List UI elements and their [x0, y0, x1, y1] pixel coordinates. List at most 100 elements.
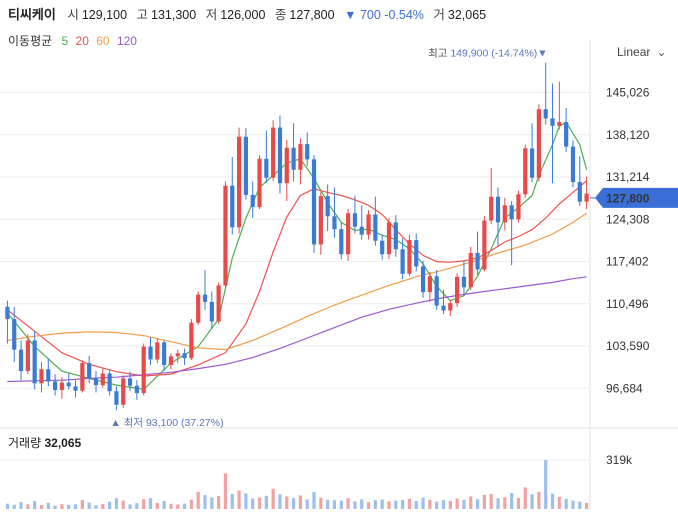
current-price-tag [595, 187, 678, 208]
ma5-legend[interactable]: 5 [61, 34, 69, 48]
open-value: 129,100 [81, 8, 128, 22]
candle-body [475, 252, 480, 270]
candle-body [250, 194, 255, 208]
volume-bar [108, 501, 112, 509]
volume-bar [557, 497, 561, 509]
candle-body [5, 306, 10, 320]
candle-body [277, 127, 283, 184]
volume-bar [523, 487, 527, 509]
volume-bar [394, 500, 398, 509]
y-tick-label: 110,496 [606, 297, 649, 311]
high-label: 고 [136, 8, 149, 22]
volume-bar [380, 499, 384, 509]
moving-average-legend: 이동평균 5 20 60 120 [8, 32, 141, 49]
volume-bar [176, 504, 180, 509]
ma120-line [7, 276, 587, 383]
volume-bar [435, 501, 439, 509]
volume-bar [114, 498, 119, 509]
candle-body [523, 148, 528, 195]
volume-bar [230, 493, 234, 509]
low-label: 저 [205, 8, 218, 22]
candle-body [400, 249, 405, 274]
volume-bar [26, 504, 30, 509]
candle-body [202, 294, 208, 302]
scale-selector[interactable]: Linear ⌄ [617, 45, 666, 59]
candle-body [264, 158, 269, 178]
grid-lines [0, 40, 678, 510]
candle-body [134, 385, 139, 394]
volume-bar [257, 497, 262, 509]
volume-bar [94, 505, 98, 509]
candle-body [155, 342, 160, 360]
candle-body [46, 369, 51, 382]
candle-body [352, 213, 358, 227]
volume-bar [162, 501, 166, 509]
volume-bar [469, 496, 473, 509]
ma60-legend[interactable]: 60 [96, 34, 110, 48]
volume-bar [46, 502, 50, 509]
volume-bar [19, 502, 23, 509]
y-tick-label: 145,026 [606, 86, 650, 100]
volume-bar [550, 493, 555, 509]
volume-bar [169, 503, 173, 509]
volume-bar [516, 497, 521, 509]
ma120-legend[interactable]: 120 [116, 34, 137, 48]
volume-bar [312, 492, 316, 509]
candle-body [141, 346, 146, 394]
candle-body [489, 196, 494, 221]
candle-body [482, 220, 487, 270]
candle-body [509, 205, 514, 220]
candle-body [298, 144, 303, 170]
volume-bar [53, 505, 57, 509]
candle-body [386, 222, 392, 255]
y-tick-label: 131,214 [606, 170, 650, 184]
volume-bar [441, 500, 446, 509]
candle-body [332, 216, 337, 230]
volume-bar [33, 501, 37, 509]
stock-name: 티씨케이 [8, 7, 56, 22]
candle-body [230, 185, 235, 228]
candle-body [236, 136, 242, 228]
volume-bar [496, 498, 500, 509]
candle-body [39, 369, 44, 384]
candle-body [584, 193, 589, 202]
candle-body [550, 118, 555, 126]
volume-bar [462, 499, 466, 509]
volume-bar [482, 494, 486, 509]
candle-body [455, 276, 460, 304]
candle-body [196, 294, 201, 323]
volume-bar [148, 498, 153, 509]
y-tick-label: 103,590 [606, 339, 650, 353]
candle-body [420, 266, 426, 293]
candle-body [175, 353, 180, 357]
volume-bar [5, 503, 10, 509]
candle-body [162, 342, 167, 365]
candle-body [564, 122, 569, 147]
candle-body [468, 252, 473, 288]
volume-tick-label: 319k [606, 453, 633, 467]
low-annotation-label: ▲ 최저 [110, 417, 146, 429]
volume-bar [455, 498, 459, 509]
candle-body [80, 363, 85, 391]
volume-bar [428, 499, 432, 509]
volume-bar [339, 500, 343, 509]
candle-body [557, 122, 562, 126]
y-tick-label: 124,308 [606, 212, 650, 226]
candle-body [73, 386, 78, 391]
volume-bar [401, 500, 405, 509]
volume-bar [537, 491, 541, 509]
ma20-legend[interactable]: 20 [75, 34, 89, 48]
candle-body [121, 378, 126, 405]
candle-body [243, 136, 248, 195]
volume-value: 32,065 [447, 8, 487, 22]
down-arrow-icon: ▼ [344, 8, 357, 22]
volume-bar [407, 498, 412, 509]
volume-panel-label: 거래량 [8, 436, 42, 450]
volume-bar [584, 502, 589, 509]
candle-body [291, 147, 296, 170]
volume-bar [319, 497, 323, 509]
candle-body [32, 340, 37, 384]
candle-body [461, 276, 467, 288]
candle-body [495, 196, 501, 223]
